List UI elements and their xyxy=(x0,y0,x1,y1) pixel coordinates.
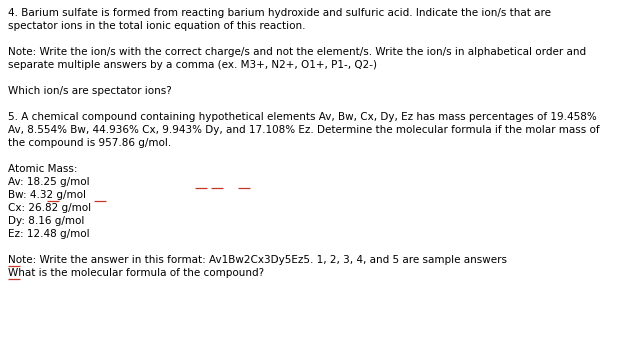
Text: Av, 8.554% Bw, 44.936% Cx, 9.943% Dy, and 17.108% Ez. Determine the molecular fo: Av, 8.554% Bw, 44.936% Cx, 9.943% Dy, an… xyxy=(8,125,599,135)
Text: Note: Write the answer in this format: Av1Bw2Cx3Dy5Ez5. 1, 2, 3, 4, and 5 are sa: Note: Write the answer in this format: A… xyxy=(8,255,507,265)
Text: Which ion/s are spectator ions?: Which ion/s are spectator ions? xyxy=(8,86,172,96)
Text: Cx: 26.82 g/mol: Cx: 26.82 g/mol xyxy=(8,203,91,213)
Text: 4. Barium sulfate is formed from reacting barium hydroxide and sulfuric acid. In: 4. Barium sulfate is formed from reactin… xyxy=(8,8,551,18)
Text: the compound is 957.86 g/mol.: the compound is 957.86 g/mol. xyxy=(8,138,171,148)
Text: Bw: 4.32 g/mol: Bw: 4.32 g/mol xyxy=(8,190,86,200)
Text: Ez: 12.48 g/mol: Ez: 12.48 g/mol xyxy=(8,229,90,239)
Text: spectator ions in the total ionic equation of this reaction.: spectator ions in the total ionic equati… xyxy=(8,21,305,31)
Text: What is the molecular formula of the compound?: What is the molecular formula of the com… xyxy=(8,268,264,278)
Text: Dy: 8.16 g/mol: Dy: 8.16 g/mol xyxy=(8,216,85,226)
Text: Atomic Mass:: Atomic Mass: xyxy=(8,164,78,174)
Text: 5. A chemical compound containing hypothetical elements Av, Bw, Cx, Dy, Ez has m: 5. A chemical compound containing hypoth… xyxy=(8,112,597,122)
Text: separate multiple answers by a comma (ex. M3+, N2+, O1+, P1-, Q2-): separate multiple answers by a comma (ex… xyxy=(8,60,377,70)
Text: Av: 18.25 g/mol: Av: 18.25 g/mol xyxy=(8,177,90,187)
Text: Note: Write the ion/s with the correct charge/s and not the element/s. Write the: Note: Write the ion/s with the correct c… xyxy=(8,47,586,57)
